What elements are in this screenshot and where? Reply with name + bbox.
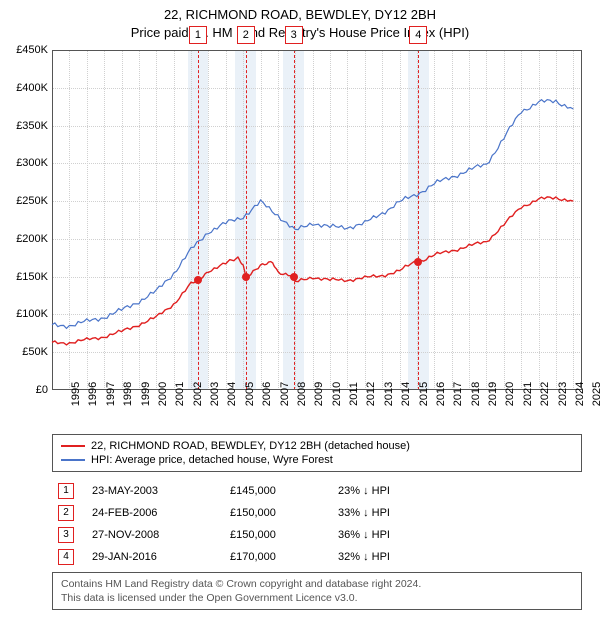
attribution-line1: Contains HM Land Registry data © Crown c… <box>61 577 573 591</box>
sales-row: 2 24-FEB-2006 £150,000 33% ↓ HPI <box>52 502 582 524</box>
sales-row-num: 4 <box>58 549 74 565</box>
y-tick-label: £200K <box>16 233 48 245</box>
sales-row-num: 2 <box>58 505 74 521</box>
y-tick-label: £0 <box>36 384 48 396</box>
sales-row-date: 24-FEB-2006 <box>92 507 212 519</box>
y-tick-label: £400K <box>16 82 48 94</box>
chart-lines <box>52 50 582 390</box>
page: 22, RICHMOND ROAD, BEWDLEY, DY12 2BH Pri… <box>0 0 600 620</box>
y-tick-label: £350K <box>16 120 48 132</box>
sale-dot <box>414 258 422 266</box>
y-tick-label: £150K <box>16 271 48 283</box>
title-address: 22, RICHMOND ROAD, BEWDLEY, DY12 2BH <box>0 6 600 24</box>
legend: 22, RICHMOND ROAD, BEWDLEY, DY12 2BH (de… <box>52 434 582 472</box>
x-tick-label: 2025 <box>573 382 600 406</box>
sale-marker-box: 2 <box>237 26 255 44</box>
sales-row: 1 23-MAY-2003 £145,000 23% ↓ HPI <box>52 480 582 502</box>
sale-dot <box>194 276 202 284</box>
legend-row-property: 22, RICHMOND ROAD, BEWDLEY, DY12 2BH (de… <box>61 439 573 453</box>
attribution-line2: This data is licensed under the Open Gov… <box>61 591 573 605</box>
legend-swatch-hpi <box>61 459 85 461</box>
sales-row-date: 29-JAN-2016 <box>92 551 212 563</box>
legend-label-hpi: HPI: Average price, detached house, Wyre… <box>91 454 333 466</box>
legend-swatch-property <box>61 445 85 447</box>
series-hpi <box>52 100 573 329</box>
legend-row-hpi: HPI: Average price, detached house, Wyre… <box>61 453 573 467</box>
chart: 1234 £0£50K£100K£150K£200K£250K£300K£350… <box>52 50 582 390</box>
legend-label-property: 22, RICHMOND ROAD, BEWDLEY, DY12 2BH (de… <box>91 440 410 452</box>
sales-row-diff: 36% ↓ HPI <box>338 529 448 541</box>
sale-marker-box: 1 <box>189 26 207 44</box>
sales-row: 4 29-JAN-2016 £170,000 32% ↓ HPI <box>52 546 582 568</box>
sales-row-date: 27-NOV-2008 <box>92 529 212 541</box>
sales-row: 3 27-NOV-2008 £150,000 36% ↓ HPI <box>52 524 582 546</box>
sales-table: 1 23-MAY-2003 £145,000 23% ↓ HPI 2 24-FEB-200… <box>52 480 582 568</box>
sale-marker-box: 3 <box>285 26 303 44</box>
sale-dot <box>290 273 298 281</box>
y-tick-label: £100K <box>16 308 48 320</box>
sales-row-diff: 33% ↓ HPI <box>338 507 448 519</box>
sales-row-price: £170,000 <box>230 551 320 563</box>
attribution: Contains HM Land Registry data © Crown c… <box>52 572 582 610</box>
y-tick-label: £250K <box>16 195 48 207</box>
sales-row-diff: 23% ↓ HPI <box>338 485 448 497</box>
sales-row-num: 3 <box>58 527 74 543</box>
sales-row-diff: 32% ↓ HPI <box>338 551 448 563</box>
sales-row-price: £150,000 <box>230 507 320 519</box>
series-property <box>52 197 573 345</box>
sales-row-price: £150,000 <box>230 529 320 541</box>
sales-row-num: 1 <box>58 483 74 499</box>
y-tick-label: £50K <box>22 346 48 358</box>
y-tick-label: £300K <box>16 157 48 169</box>
sales-row-date: 23-MAY-2003 <box>92 485 212 497</box>
sale-marker-box: 4 <box>409 26 427 44</box>
sales-row-price: £145,000 <box>230 485 320 497</box>
sale-dot <box>242 273 250 281</box>
y-tick-label: £450K <box>16 44 48 56</box>
